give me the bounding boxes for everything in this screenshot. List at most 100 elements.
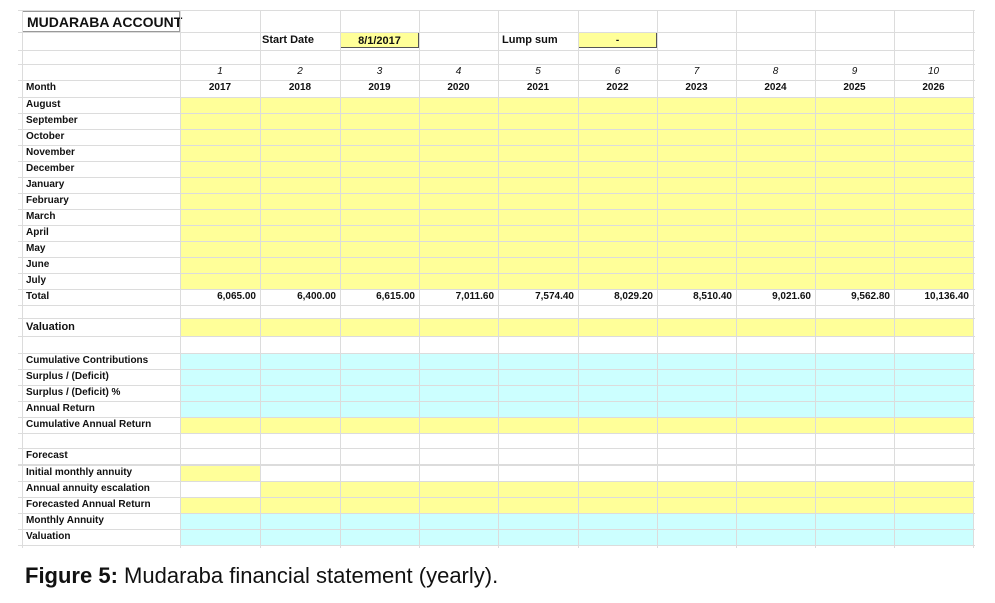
cell-fill <box>260 401 341 417</box>
grid-line <box>18 353 975 354</box>
cell-fill <box>498 97 579 113</box>
caption-text: Mudaraba financial statement (yearly). <box>124 563 499 588</box>
grid-line <box>18 289 975 290</box>
cell-fill <box>815 241 895 257</box>
cell-fill <box>736 97 816 113</box>
cell-fill <box>419 369 499 385</box>
cell-fill <box>578 257 658 273</box>
cell-fill <box>894 417 974 433</box>
grid-line <box>18 113 975 114</box>
value-cell: 8,029.20 <box>614 291 653 302</box>
value-cell: 9,562.80 <box>851 291 890 302</box>
cell-fill <box>894 193 974 209</box>
cell-fill <box>340 529 420 545</box>
row-label: Annual Return <box>26 403 95 414</box>
year-index: 4 <box>455 66 462 77</box>
grid-line <box>22 10 23 548</box>
cell-fill <box>419 209 499 225</box>
cell-fill <box>180 97 261 113</box>
cell-fill <box>578 353 658 369</box>
cell-fill <box>815 513 895 529</box>
grid-line <box>18 10 975 11</box>
year-index: 2 <box>297 66 303 77</box>
cell-fill <box>340 273 420 289</box>
cell-fill <box>260 113 341 129</box>
cell-fill <box>736 225 816 241</box>
cell-fill <box>180 318 261 336</box>
cell-fill <box>419 177 499 193</box>
cell-fill <box>260 481 341 497</box>
row-label: Valuation <box>26 321 75 333</box>
cell-fill <box>657 497 737 513</box>
cell-fill <box>578 145 658 161</box>
cell-fill <box>180 401 261 417</box>
cell-fill <box>260 369 341 385</box>
cell-fill <box>657 529 737 545</box>
row-label: April <box>26 227 49 238</box>
grid-line <box>18 448 975 449</box>
year-header: 2023 <box>685 82 708 93</box>
cell-fill <box>578 209 658 225</box>
cell-fill <box>180 241 261 257</box>
cell-fill <box>498 209 579 225</box>
row-label: January <box>26 179 65 190</box>
grid-line <box>18 161 975 162</box>
cell-fill <box>180 465 261 481</box>
grid-line <box>18 545 975 546</box>
cell-fill <box>260 177 341 193</box>
cell-fill <box>815 318 895 336</box>
cell-fill <box>260 129 341 145</box>
year-header: 2019 <box>368 82 391 93</box>
cell-fill <box>419 193 499 209</box>
year-index: 3 <box>376 66 383 77</box>
cell-fill <box>815 177 895 193</box>
year-header: 2022 <box>606 82 629 93</box>
row-label: October <box>26 131 65 142</box>
cell-fill <box>578 385 658 401</box>
cell-fill <box>419 273 499 289</box>
grid-line <box>18 465 975 466</box>
cell-fill <box>498 369 579 385</box>
cell-fill <box>657 193 737 209</box>
grid-line <box>18 50 975 51</box>
cell-fill <box>657 241 737 257</box>
column-header: Month <box>26 82 56 93</box>
cell-fill <box>419 497 499 513</box>
cell-fill <box>815 417 895 433</box>
cell-fill <box>180 273 261 289</box>
cell-fill <box>815 401 895 417</box>
grid-line <box>18 529 975 530</box>
cell-fill <box>419 97 499 113</box>
cell-fill <box>578 481 658 497</box>
cell-fill <box>736 513 816 529</box>
cell-fill <box>815 369 895 385</box>
caption-label: Figure 5: <box>25 563 118 588</box>
cell-fill <box>815 113 895 129</box>
lump-sum: - <box>578 32 657 48</box>
value-cell: 8,510.40 <box>693 291 732 302</box>
grid-line <box>18 177 975 178</box>
cell-fill <box>498 513 579 529</box>
value-cell: 9,021.60 <box>772 291 811 302</box>
cell-fill <box>815 529 895 545</box>
cell-fill <box>578 193 658 209</box>
row-label: September <box>26 115 78 126</box>
cell-fill <box>180 529 261 545</box>
cell-fill <box>180 417 261 433</box>
grid-line <box>18 305 975 306</box>
cell-fill <box>657 129 737 145</box>
cell-fill <box>815 129 895 145</box>
cell-fill <box>578 113 658 129</box>
cell-fill <box>894 318 974 336</box>
cell-fill <box>736 369 816 385</box>
cell-fill <box>578 529 658 545</box>
grid-line <box>18 209 975 210</box>
cell-fill <box>340 353 420 369</box>
grid-line <box>18 369 975 370</box>
row-label: Initial monthly annuity <box>26 467 133 478</box>
row-label: Valuation <box>26 531 71 542</box>
cell-fill <box>578 161 658 177</box>
cell-fill <box>419 529 499 545</box>
cell-fill <box>578 273 658 289</box>
year-header: 2025 <box>843 82 866 93</box>
